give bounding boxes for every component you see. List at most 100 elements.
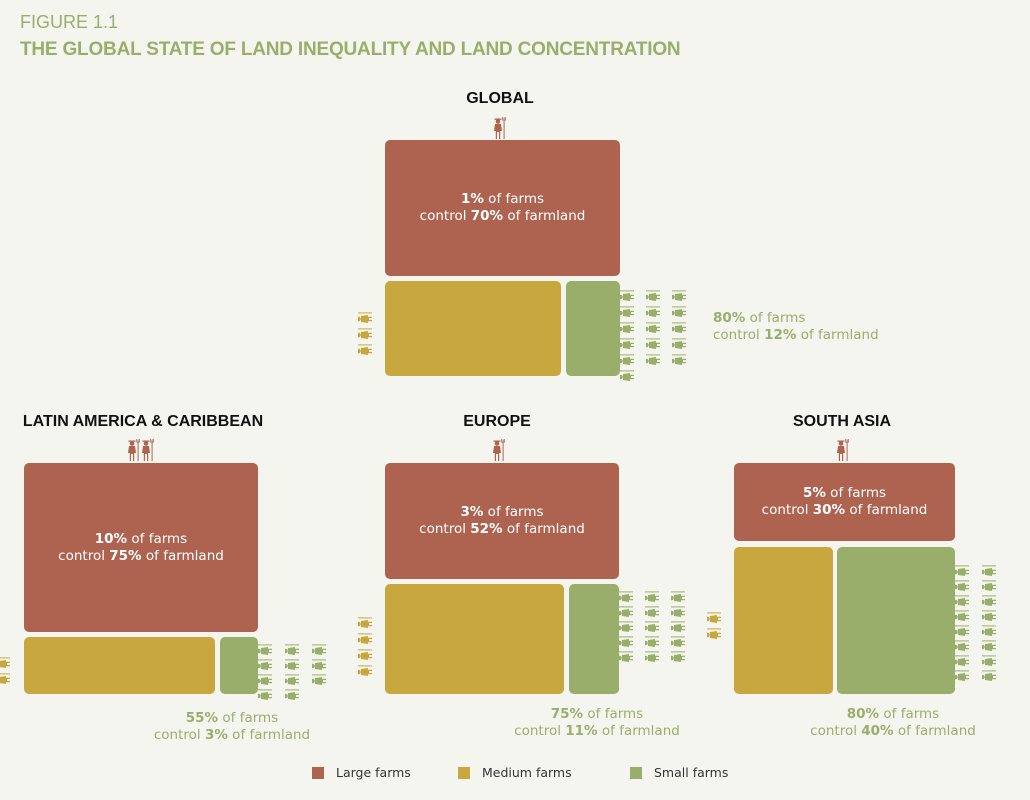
text: of farms xyxy=(583,706,644,722)
farmer-icon xyxy=(982,625,996,636)
text: control xyxy=(810,723,862,739)
legend-label: Small farms xyxy=(654,765,729,780)
text: of farms xyxy=(745,310,806,326)
text: of farmland xyxy=(893,723,976,739)
farmer-icon xyxy=(982,595,996,606)
farmer-icon xyxy=(646,290,660,301)
farms-pct: 55% xyxy=(185,710,219,726)
farmer-icon xyxy=(646,354,660,365)
farmer-icon xyxy=(955,595,969,606)
farmer-icon xyxy=(358,633,372,644)
farms-pct: 80% xyxy=(846,706,880,722)
farmer-icon xyxy=(837,439,849,461)
text: of farmland xyxy=(796,327,879,343)
farmer-icon xyxy=(955,565,969,576)
large-farms-block-europe: 3% of farms control 52% of farmland xyxy=(385,463,619,579)
legend-item-large: Large farms xyxy=(312,765,411,780)
farmer-icon xyxy=(312,674,326,685)
farmer-icon xyxy=(312,644,326,655)
legend-label: Medium farms xyxy=(482,765,572,780)
text: of farmland xyxy=(502,521,585,537)
small-farms-caption-south-asia: 80% of farms control 40% of farmland xyxy=(810,706,976,740)
farmer-icon xyxy=(672,322,686,333)
small-farms-block-south-asia xyxy=(837,547,955,694)
text: control xyxy=(761,502,813,518)
farmer-icon xyxy=(707,612,721,623)
farmer-icon xyxy=(142,439,154,461)
farmer-icon xyxy=(494,117,506,139)
farmer-icon xyxy=(645,621,659,632)
farmer-icon xyxy=(672,306,686,317)
small-farms-block-europe xyxy=(569,584,619,694)
farmer-icon xyxy=(619,636,633,647)
farmer-icon xyxy=(620,338,634,349)
farms-pct: 75% xyxy=(550,706,584,722)
farmer-icon xyxy=(671,636,685,647)
farmer-icon xyxy=(707,628,721,639)
text: control xyxy=(419,208,471,224)
medium-farms-block-latin-america xyxy=(24,637,215,694)
legend-item-medium: Medium farms xyxy=(458,765,572,780)
text: of farms xyxy=(218,710,279,726)
farmer-icon xyxy=(646,306,660,317)
farmer-icon xyxy=(982,610,996,621)
land-pct: 40% xyxy=(861,723,894,739)
farmer-icon xyxy=(646,338,660,349)
farmer-icon xyxy=(258,644,272,655)
medium-farms-block-global xyxy=(385,281,561,376)
farmer-icon xyxy=(955,670,969,681)
text: of farms xyxy=(483,191,545,207)
farmer-icon xyxy=(671,606,685,617)
farmer-icon xyxy=(955,655,969,666)
text: of farms xyxy=(127,530,188,547)
land-pct: 75% xyxy=(109,547,142,564)
farmer-icon xyxy=(671,621,685,632)
farmer-icon xyxy=(258,659,272,670)
farmer-icon xyxy=(0,673,10,684)
text: control xyxy=(153,727,205,743)
land-pct: 70% xyxy=(470,208,504,224)
farmer-icon xyxy=(620,370,634,381)
farmer-icon xyxy=(620,306,634,317)
farmer-icon xyxy=(672,354,686,365)
farms-pct: 1% xyxy=(460,191,484,207)
farmer-icon xyxy=(128,439,140,461)
farmer-icon xyxy=(671,591,685,602)
legend-item-small: Small farms xyxy=(630,765,728,780)
farmer-icon xyxy=(982,640,996,651)
farmer-icon xyxy=(619,621,633,632)
farmer-icon xyxy=(645,606,659,617)
farms-pct: 10% xyxy=(94,530,128,547)
land-pct: 3% xyxy=(204,727,228,743)
medium-farms-block-europe xyxy=(385,584,564,694)
farmer-icon xyxy=(955,640,969,651)
large-farms-block-global: 1% of farms control 70% of farmland xyxy=(385,140,620,276)
legend-swatch xyxy=(630,766,642,779)
farmer-icon xyxy=(619,651,633,662)
farmer-icon xyxy=(645,636,659,647)
land-pct: 52% xyxy=(470,521,503,537)
text: of farms xyxy=(879,706,940,722)
farmer-icon xyxy=(645,591,659,602)
farmer-icon xyxy=(982,670,996,681)
large-farms-caption: 5% of farms control 30% of farmland xyxy=(734,485,955,519)
farmer-icon xyxy=(982,655,996,666)
farmer-icon xyxy=(358,617,372,628)
text: of farmland xyxy=(141,547,224,564)
text: of farmland xyxy=(503,208,586,224)
farmer-icon xyxy=(619,606,633,617)
farmer-icon xyxy=(620,290,634,301)
farmer-icon xyxy=(312,659,326,670)
text: control xyxy=(713,327,765,343)
farmer-icon xyxy=(285,689,299,700)
text: of farms xyxy=(483,504,544,520)
text: of farmland xyxy=(597,723,680,739)
farmer-icon xyxy=(645,651,659,662)
farms-pct: 5% xyxy=(802,485,826,501)
text: of farmland xyxy=(227,727,311,743)
figure-title: THE GLOBAL STATE OF LAND INEQUALITY AND … xyxy=(20,39,681,60)
farmer-icon xyxy=(982,565,996,576)
farmer-icon xyxy=(672,290,686,301)
farms-pct: 80% xyxy=(713,310,746,326)
large-farms-caption: 3% of farms control 52% of farmland xyxy=(385,504,619,538)
